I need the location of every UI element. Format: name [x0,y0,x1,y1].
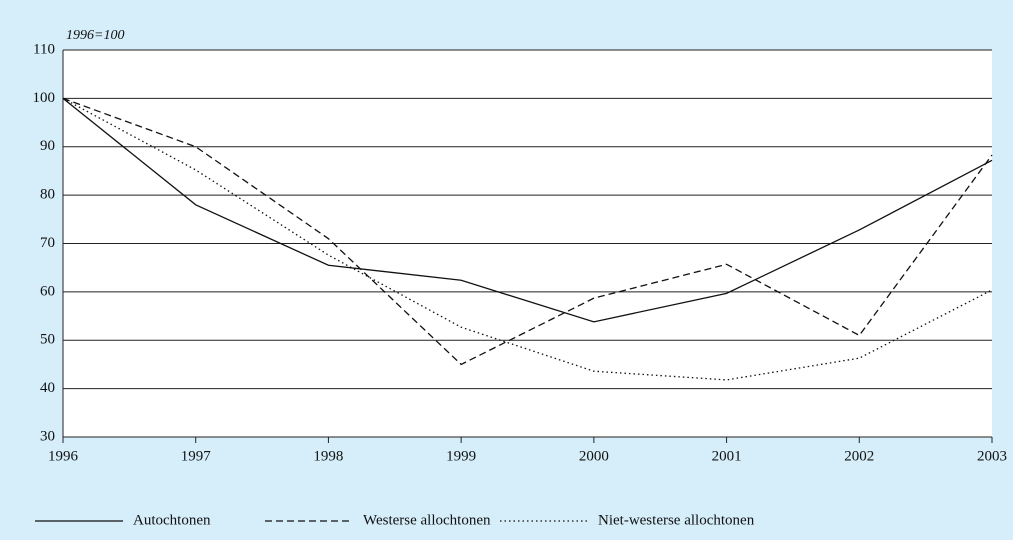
x-tick-label: 2002 [844,448,874,464]
x-tick-label: 1997 [181,448,212,464]
line [62,97,993,323]
legend-label: Niet-westerse allochtonen [598,512,755,528]
y-tick-label: 100 [33,90,56,106]
legend-label: Westerse allochtonen [363,512,491,528]
y-tick-label: 80 [40,187,55,203]
y-tick-label: 50 [40,332,55,348]
y-tick-label: 90 [40,138,55,154]
x-tick-label: 1999 [446,448,476,464]
line [62,97,993,366]
x-tick-label: 2000 [579,448,609,464]
subtitle: 1996=100 [66,28,124,43]
y-tick-label: 60 [40,283,55,299]
x-tick-label: 2001 [712,448,742,464]
x-tick-label: 2003 [977,448,1007,464]
y-tick-label: 30 [40,428,55,444]
y-tick-label: 70 [40,235,55,251]
y-tick-label: 40 [40,380,55,396]
x-tick-label: 1996 [48,448,79,464]
y-tick-label: 110 [33,41,55,57]
legend-label: Autochtonen [133,512,211,528]
x-tick-label: 1998 [313,448,343,464]
